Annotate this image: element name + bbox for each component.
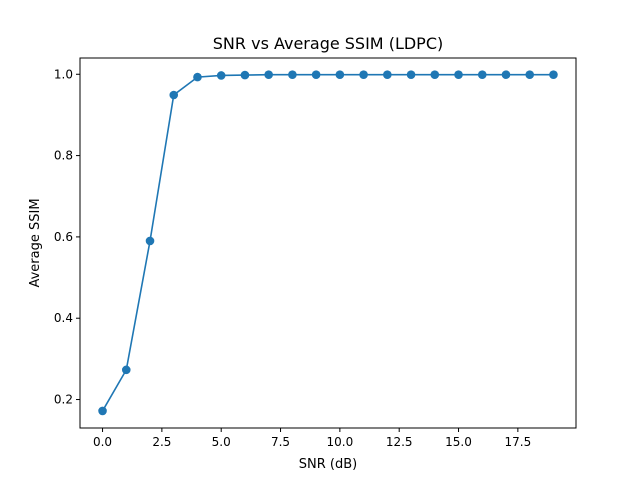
data-point [169, 90, 179, 100]
x-tick-label: 2.5 [152, 435, 171, 449]
data-point [335, 70, 345, 79]
y-tick-label: 0.2 [54, 393, 73, 407]
data-point [98, 406, 107, 416]
data-point [430, 70, 440, 79]
y-axis-label: Average SSIM [28, 198, 43, 287]
y-tick-label: 1.0 [54, 67, 73, 81]
x-tick-label: 12.5 [386, 435, 413, 449]
data-point [288, 70, 297, 79]
data-point [501, 70, 511, 79]
y-tick-label: 0.6 [54, 230, 73, 244]
data-point [121, 365, 131, 375]
x-tick-label: 7.5 [271, 435, 290, 449]
x-tick-label: 17.5 [504, 435, 531, 449]
y-tick-label: 0.4 [54, 311, 73, 325]
x-tick-label: 0.0 [93, 435, 112, 449]
y-tick-label: 0.8 [54, 149, 73, 163]
data-point [240, 70, 250, 80]
data-point [359, 70, 368, 79]
data-point [311, 70, 321, 79]
data-point [383, 70, 392, 79]
data-point [454, 70, 463, 79]
data-point [525, 70, 535, 79]
x-tick-label: 5.0 [212, 435, 231, 449]
x-tick-label: 10.0 [327, 435, 354, 449]
data-point [145, 236, 155, 246]
data-point [406, 70, 416, 79]
chart-title: SNR vs Average SSIM (LDPC) [213, 34, 443, 53]
data-point [549, 70, 558, 79]
x-axis-ticks: 0.0 2.5 5.0 7.5 10.0 12.5 15.0 17.5 [93, 428, 531, 449]
x-tick-label: 15.0 [445, 435, 472, 449]
y-axis-ticks: 0.2 0.4 0.6 0.8 1.0 [54, 67, 80, 407]
series-layer [98, 70, 558, 416]
data-point [193, 72, 202, 82]
x-axis-label: SNR (dB) [299, 457, 357, 472]
data-point [216, 71, 226, 80]
data-point [477, 70, 487, 79]
plot-frame [79, 57, 577, 429]
data-point [264, 70, 273, 79]
